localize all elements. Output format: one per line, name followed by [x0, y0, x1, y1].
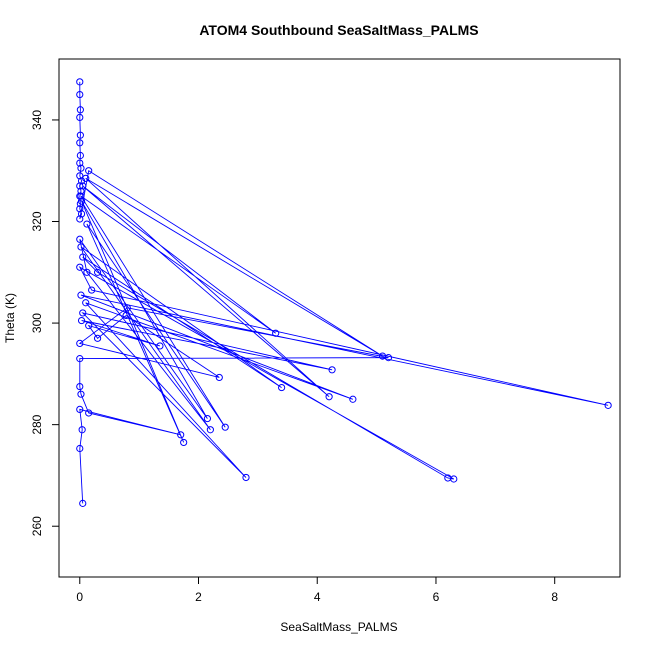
- data-point: [242, 473, 250, 482]
- series-lines: [78, 81, 609, 504]
- data-point: [77, 187, 85, 195]
- data-point: [328, 366, 336, 374]
- plot-frame: [58, 58, 621, 578]
- series-line: [78, 81, 609, 504]
- data-point: [206, 426, 214, 434]
- data-point: [76, 113, 84, 122]
- data-point: [349, 395, 357, 403]
- data-point: [83, 268, 91, 276]
- y-tick-label: 320: [30, 211, 44, 231]
- data-point: [215, 373, 223, 382]
- data-point: [82, 299, 90, 307]
- data-point: [83, 220, 91, 228]
- x-axis: 0 2 4 6 8: [76, 576, 558, 604]
- data-point: [221, 423, 229, 431]
- y-tick-label: 280: [30, 414, 44, 434]
- data-point: [203, 414, 212, 423]
- data-point: [78, 426, 86, 434]
- data-point: [77, 243, 85, 251]
- data-point: [93, 268, 102, 276]
- y-tick-label: 260: [30, 516, 44, 536]
- x-axis-label: SeaSaltMass_PALMS: [280, 620, 397, 634]
- data-point: [76, 131, 84, 139]
- data-point: [76, 355, 84, 363]
- data-point: [76, 159, 84, 167]
- y-axis: 260 280 300 320 340: [30, 110, 60, 536]
- data-point: [278, 383, 286, 392]
- x-tick-label: 0: [76, 590, 83, 604]
- data-point: [76, 215, 84, 223]
- data-point: [76, 172, 84, 180]
- data-point: [77, 197, 86, 205]
- y-tick-label: 300: [30, 313, 44, 333]
- chart-title: ATOM4 Southbound SeaSaltMass_PALMS: [199, 22, 478, 38]
- data-point: [76, 235, 84, 243]
- data-point: [122, 311, 130, 320]
- data-point: [77, 192, 85, 200]
- data-point: [77, 164, 85, 172]
- data-point: [180, 438, 188, 447]
- x-tick-label: 6: [433, 590, 440, 604]
- data-point: [79, 499, 87, 507]
- data-point: [76, 205, 84, 213]
- data-point: [77, 390, 85, 398]
- data-point: [384, 354, 393, 362]
- data-point: [76, 106, 84, 114]
- data-point: [79, 309, 87, 317]
- data-point: [77, 291, 85, 299]
- data-point: [77, 316, 86, 325]
- data-point: [76, 263, 84, 271]
- data-point: [76, 339, 84, 347]
- data-point: [450, 475, 458, 483]
- data-point: [76, 382, 84, 391]
- data-point: [79, 253, 87, 261]
- y-axis-label: Theta (K): [3, 293, 17, 343]
- data-point: [76, 151, 84, 160]
- data-point: [76, 139, 84, 147]
- data-point: [76, 444, 84, 453]
- data-point: [156, 342, 164, 350]
- data-point: [88, 286, 96, 294]
- data-point: [79, 182, 87, 190]
- data-point: [123, 304, 131, 312]
- data-point: [76, 182, 84, 190]
- x-tick-label: 4: [314, 590, 321, 604]
- data-point: [76, 405, 84, 414]
- data-point: [82, 174, 90, 182]
- data-point: [93, 334, 102, 342]
- data-point: [77, 210, 86, 218]
- data-point: [85, 322, 93, 330]
- x-tick-label: 2: [195, 590, 202, 604]
- series-points: [76, 78, 612, 507]
- data-point: [177, 431, 185, 439]
- data-point: [76, 78, 84, 86]
- data-point: [272, 329, 280, 337]
- data-point: [76, 90, 84, 99]
- x-tick-label: 8: [551, 590, 558, 604]
- data-point: [604, 401, 612, 409]
- data-point: [85, 409, 93, 417]
- data-point: [85, 167, 93, 175]
- y-tick-label: 340: [30, 110, 44, 130]
- data-point: [325, 393, 333, 401]
